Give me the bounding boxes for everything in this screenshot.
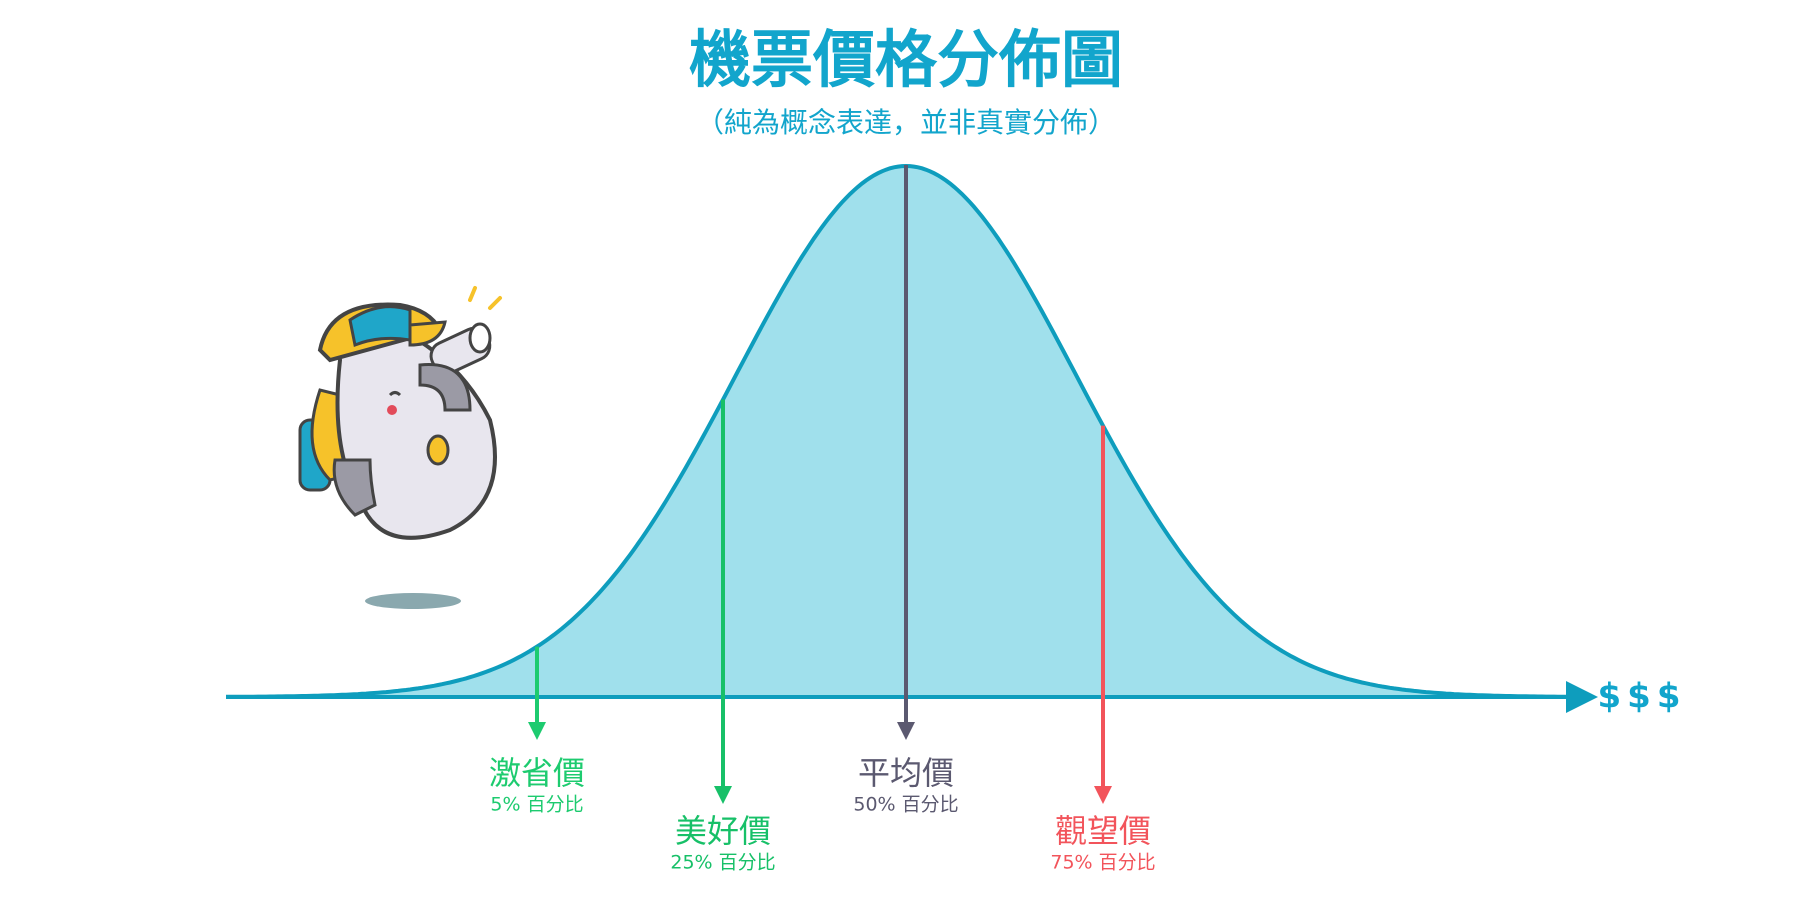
marker-percentile: 25% 百分比 [670,852,775,874]
curve-area [226,166,1580,697]
marker-percentile: 5% 百分比 [490,794,583,816]
title: 機票價格分佈圖 [689,23,1123,96]
marker-label: 美好價 [675,812,771,850]
curve [226,163,1578,699]
marker-arrow [528,722,546,740]
marker-arrow [714,786,732,804]
marker-arrow [897,722,915,740]
axis-label: $$$ [1598,677,1687,717]
mascot [298,286,502,609]
marker-percentile: 50% 百分比 [853,794,958,816]
marker-label: 激省價 [489,754,585,792]
marker-label: 平均價 [858,754,954,792]
marker-arrow [1094,786,1112,804]
subtitle: （純為概念表達，並非真實分佈） [696,106,1116,139]
marker-percentile: 75% 百分比 [1050,852,1155,874]
marker-label: 觀望價 [1055,812,1151,850]
